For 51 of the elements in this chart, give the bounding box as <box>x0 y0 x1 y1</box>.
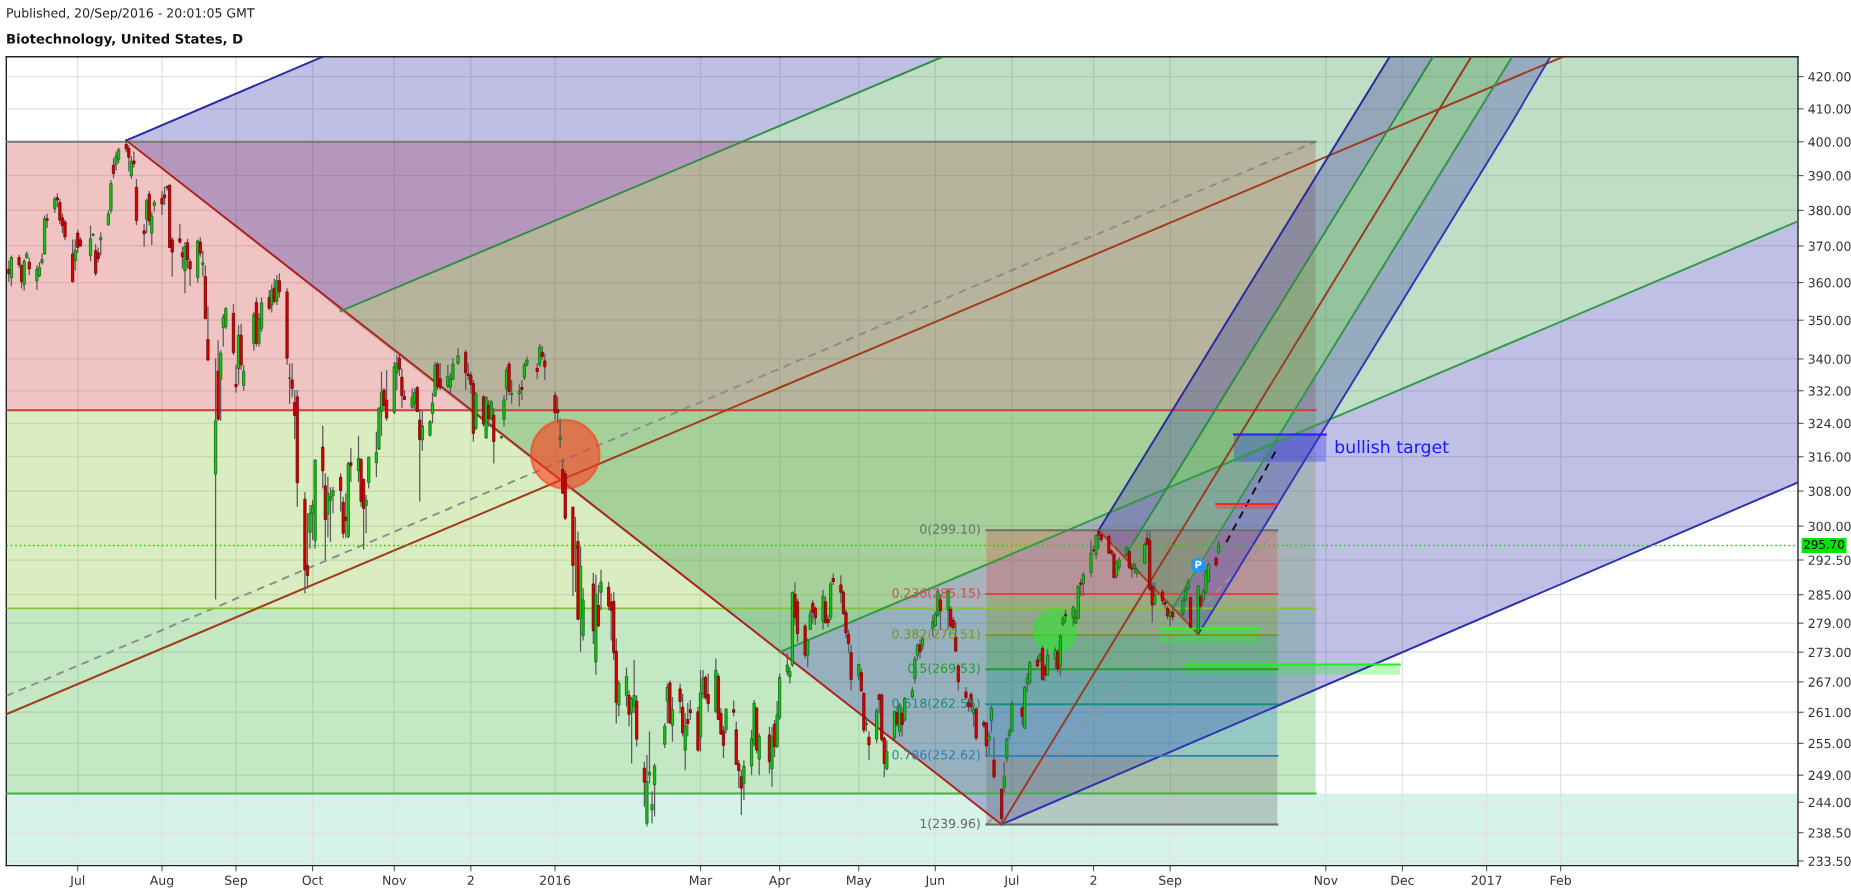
y-tick-label: 332.00 <box>1808 386 1851 396</box>
y-tick-label: 233.50 <box>1808 856 1851 866</box>
x-tick-label: Nov <box>1314 875 1338 885</box>
x-tick-label: Nov <box>383 875 407 885</box>
x-tick-label: Jul <box>1003 875 1019 888</box>
x-tick-label: Mar <box>689 875 713 885</box>
x-tick-label: Sep <box>1159 875 1182 888</box>
y-tick-label: 410.00 <box>1808 104 1851 114</box>
y-tick-label: 390.00 <box>1808 171 1851 181</box>
y-tick-label: 261.00 <box>1808 707 1851 718</box>
ref-line-label: 295.70 <box>1804 539 1844 549</box>
x-tick-label: Oct <box>302 875 324 885</box>
x-tick-label: Dec <box>1391 875 1414 885</box>
y-tick-label: 316.00 <box>1808 452 1851 462</box>
series-label: 1(239.96) <box>920 818 980 830</box>
series-label: 0.382(276.51) <box>892 629 980 641</box>
y-tick-label: 350.00 <box>1808 315 1851 326</box>
y-tick-label: 249.00 <box>1808 770 1851 781</box>
y-tick-label: 292.50 <box>1808 555 1851 565</box>
x-tick-label: 2016 <box>540 875 571 885</box>
y-tick-label: 324.00 <box>1808 418 1851 429</box>
x-tick-label: Jun <box>924 875 945 888</box>
y-tick-label: 308.00 <box>1808 486 1851 496</box>
y-tick-label: 300.00 <box>1808 521 1851 532</box>
y-tick-label: 273.00 <box>1808 647 1851 658</box>
x-tick-label: Aug <box>149 875 174 888</box>
y-tick-label: 279.00 <box>1808 618 1851 629</box>
series-label: 0(299.10) <box>920 524 980 536</box>
y-tick-label: 360.00 <box>1808 278 1851 288</box>
y-tick-label: 340.00 <box>1808 354 1851 364</box>
y-tick-label: 238.50 <box>1808 828 1851 838</box>
x-tick-label: 2 <box>467 875 474 885</box>
y-tick-label: 255.00 <box>1808 738 1851 749</box>
y-tick-label: 267.00 <box>1808 677 1851 687</box>
x-tick-label: May <box>847 875 872 888</box>
x-tick-label: Feb <box>1550 875 1572 885</box>
x-tick-label: 2 <box>1090 875 1097 885</box>
annotation: bullish target <box>1335 439 1449 457</box>
y-tick-label: 285.00 <box>1808 590 1851 600</box>
y-tick-label: 370.00 <box>1808 241 1851 251</box>
x-tick-label: Jul <box>69 875 85 888</box>
x-tick-label: Apr <box>768 875 791 888</box>
series-label: P <box>1195 560 1202 569</box>
x-tick-label: 2017 <box>1471 875 1502 885</box>
x-tick-label: Sep <box>225 875 248 888</box>
y-tick-label: 244.00 <box>1808 797 1851 808</box>
y-tick-label: 420.00 <box>1808 72 1851 82</box>
y-tick-label: 380.00 <box>1808 205 1851 216</box>
y-tick-label: 400.00 <box>1808 137 1851 147</box>
text: Published, 20/Sep/2016 - 20:01:05 GMT <box>7 7 255 21</box>
chart-title: Biotechnology, United States, D <box>7 33 243 47</box>
